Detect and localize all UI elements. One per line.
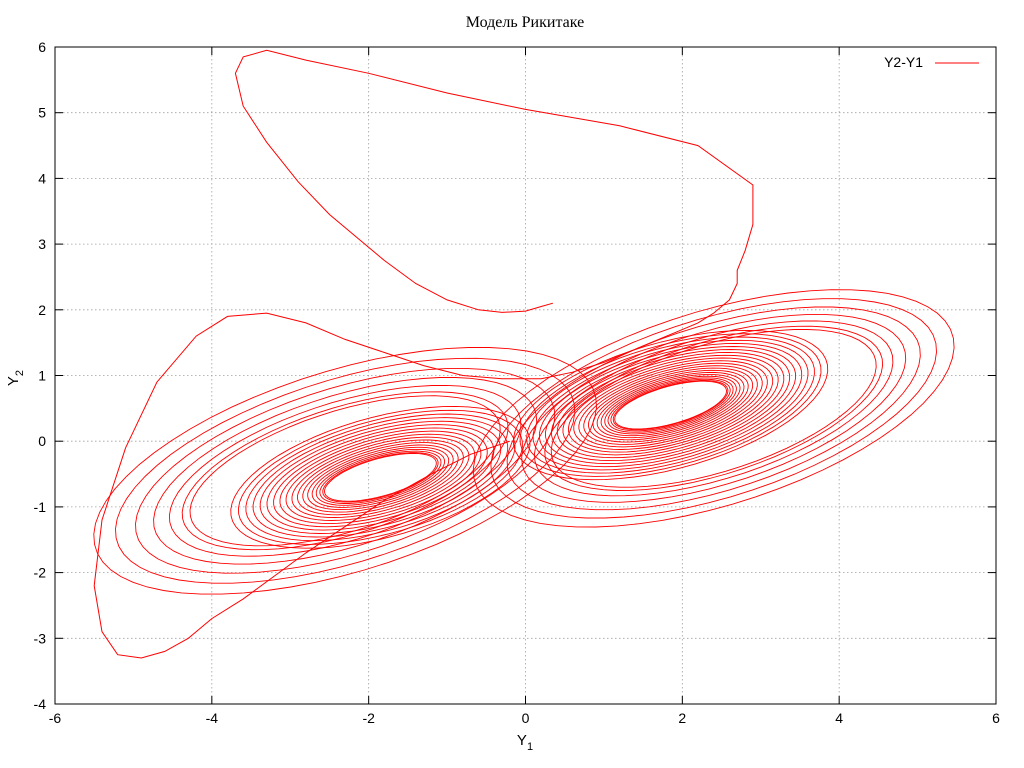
y-axis-label-sub: 2 bbox=[14, 370, 26, 376]
y-tick-label: 1 bbox=[38, 368, 46, 384]
x-tick-labels: -6 -4 -2 0 2 4 6 bbox=[49, 710, 1000, 726]
right-attractor-loop bbox=[573, 360, 768, 450]
right-outer-loop bbox=[490, 298, 937, 519]
right-attractor-loop bbox=[526, 336, 815, 474]
x-axis-label-main: Y bbox=[517, 732, 527, 749]
right-attractor-loop bbox=[532, 339, 809, 471]
series-layer bbox=[93, 49, 955, 659]
right-outer-loop bbox=[521, 313, 907, 503]
y-axis-label-main: Y bbox=[5, 376, 22, 386]
y-tick-label: -3 bbox=[34, 630, 47, 646]
y-tick-label: 3 bbox=[38, 236, 46, 252]
left-attractor-loop bbox=[315, 448, 446, 506]
y-tick-label: -4 bbox=[34, 696, 47, 712]
left-attractor-loop bbox=[238, 409, 523, 545]
left-outer-loop bbox=[153, 377, 538, 565]
left-outer-loop bbox=[115, 357, 576, 584]
left-attractor-loop bbox=[319, 450, 442, 504]
right-attractor-loop bbox=[583, 365, 758, 445]
x-axis-label: Y1 bbox=[517, 732, 533, 753]
left-outer-loop bbox=[93, 347, 597, 595]
left-outer-loop bbox=[168, 384, 522, 557]
grid-lines bbox=[55, 47, 996, 704]
y-axis-label: Y2 bbox=[5, 370, 26, 386]
right-attractor-loop bbox=[519, 333, 822, 477]
right-outer-loop bbox=[506, 306, 921, 511]
x-tick-label: -2 bbox=[362, 710, 375, 726]
y-tick-label: 0 bbox=[38, 433, 46, 449]
right-outer-loop bbox=[544, 325, 884, 491]
right-attractor-loop bbox=[596, 371, 745, 439]
right-attractor-loop bbox=[600, 373, 741, 437]
left-attractor-loop bbox=[324, 453, 437, 502]
y-tick-label: 4 bbox=[38, 170, 46, 186]
right-attractor-loop bbox=[592, 369, 749, 441]
right-outer-loop bbox=[472, 289, 955, 528]
right-attractor-loop bbox=[607, 377, 734, 433]
y-tick-label: 6 bbox=[38, 39, 46, 55]
legend-series-label: Y2-Y1 bbox=[884, 54, 923, 70]
y-tick-label: 2 bbox=[38, 302, 46, 318]
right-attractor-loop bbox=[551, 349, 791, 462]
y-tick-label: -2 bbox=[34, 565, 47, 581]
chart-title: Модель Рикитаке bbox=[466, 14, 584, 31]
left-attractor-loop bbox=[291, 436, 470, 518]
right-outer-loop bbox=[550, 329, 877, 488]
left-attractor-loop bbox=[266, 424, 495, 531]
x-tick-label: -6 bbox=[49, 710, 62, 726]
right-attractor-loop bbox=[614, 380, 727, 430]
right-attractor-loop bbox=[578, 362, 763, 448]
right-attractor-loop bbox=[568, 357, 774, 453]
x-axis-label-sub: 1 bbox=[527, 741, 533, 753]
right-attractor-loop bbox=[562, 354, 779, 456]
y-tick-label: -1 bbox=[34, 499, 47, 515]
plot-frame bbox=[54, 46, 997, 705]
y-tick-labels: -4 -3 -2 -1 0 1 2 3 4 5 6 bbox=[34, 39, 47, 712]
left-attractor-loop bbox=[245, 413, 516, 542]
right-attractor-loop bbox=[612, 380, 729, 431]
left-attractor-loop bbox=[297, 439, 464, 516]
right-attractor-loop bbox=[588, 367, 754, 443]
left-outer-loop bbox=[135, 367, 556, 574]
left-attractor-loop bbox=[307, 444, 454, 511]
x-tick-label: 4 bbox=[835, 710, 843, 726]
right-outer-loop bbox=[534, 320, 894, 497]
x-tick-label: 6 bbox=[992, 710, 1000, 726]
x-tick-label: -4 bbox=[206, 710, 219, 726]
left-attractor-loop bbox=[302, 442, 459, 513]
left-attractor-loop bbox=[322, 452, 439, 503]
left-attractor-loop bbox=[252, 417, 509, 538]
left-attractor-loop bbox=[230, 405, 531, 549]
left-outer-loop bbox=[189, 395, 501, 547]
right-attractor-loop bbox=[610, 378, 731, 432]
x-tick-label: 0 bbox=[522, 710, 530, 726]
right-attractor-loop bbox=[556, 351, 785, 459]
left-outer-loop bbox=[181, 391, 509, 551]
y-tick-label: 5 bbox=[38, 105, 46, 121]
right-attractor-loop bbox=[538, 342, 803, 468]
left-attractor-loop bbox=[285, 433, 476, 521]
legend: Y2-Y1 bbox=[884, 54, 979, 70]
x-tick-label: 2 bbox=[678, 710, 686, 726]
left-attractor-loop bbox=[311, 446, 450, 508]
right-attractor-loop bbox=[604, 375, 737, 435]
